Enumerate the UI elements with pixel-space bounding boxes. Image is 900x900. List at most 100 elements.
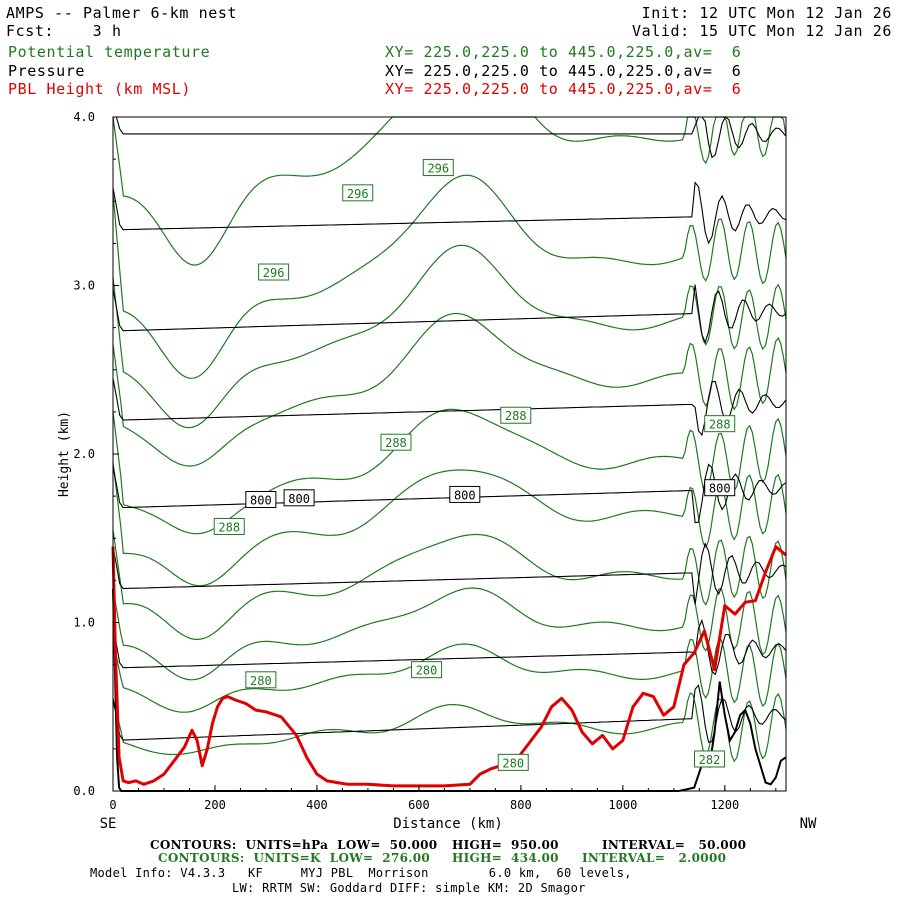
pressure-label: 800 xyxy=(704,479,736,497)
theta-label-box xyxy=(213,517,245,535)
axes: 0 200 400 600 800 1000 1200 0.0 1.0 2.0 3.0 4.0 xyxy=(73,110,787,812)
theta-contour-line xyxy=(112,462,787,587)
terrain-contour xyxy=(112,588,787,792)
theta-label: 288 xyxy=(500,406,532,424)
theta-label-box xyxy=(704,415,736,433)
pressure-label: 800 xyxy=(245,490,277,508)
theta-label-text: 282 xyxy=(699,753,721,767)
y-tick-label: 1.0 xyxy=(73,616,95,630)
theta-label-box xyxy=(245,671,277,689)
field-pbl-xy: XY= 225.0,225.0 to 445.0,225.0,av= 6 xyxy=(385,80,742,98)
theta-label: 280 xyxy=(411,661,443,679)
pressure-label-box xyxy=(449,485,481,503)
theta-label: 296 xyxy=(422,159,454,177)
pressure-contours-high: HIGH= 950.00 xyxy=(452,838,559,852)
plot-frame xyxy=(112,116,787,792)
pressure-contours-info: CONTOURS: UNITS=hPa LOW= 50.000 xyxy=(150,838,438,852)
pressure-contour-line xyxy=(112,284,787,345)
theta-label-box xyxy=(411,661,443,679)
theta-contour-line xyxy=(112,244,787,429)
field-theta-xy: XY= 225.0,225.0 to 445.0,225.0,av= 6 xyxy=(385,43,742,61)
theta-label: 288 xyxy=(380,433,412,451)
pressure-contour-line xyxy=(112,684,787,743)
theta-label-text: 296 xyxy=(347,187,369,201)
pressure-label-box xyxy=(245,490,277,508)
theta-label-text: 296 xyxy=(263,266,285,280)
theta-contour-line xyxy=(112,312,787,467)
theta-label-text: 280 xyxy=(250,674,272,688)
y-axis-label: Height (km) xyxy=(57,411,72,497)
y-tick-label: 0.0 xyxy=(73,784,95,798)
x-tick-label: 0 xyxy=(109,798,116,812)
theta-label-text: 280 xyxy=(416,664,438,678)
theta-label: 288 xyxy=(213,517,245,535)
section-end-left: SE xyxy=(100,816,117,832)
theta-contour-line xyxy=(112,529,787,640)
field-theta-name: Potential temperature xyxy=(8,43,211,61)
theta-label-box xyxy=(497,753,529,771)
x-tick-label: 200 xyxy=(204,798,226,812)
theta-label-text: 288 xyxy=(505,409,527,423)
x-tick-label: 600 xyxy=(408,798,430,812)
theta-contour-line xyxy=(112,408,787,535)
pressure-label-box xyxy=(283,489,315,507)
init-time: Init: 12 UTC Mon 12 Jan 26 xyxy=(641,4,892,22)
theta-label: 296 xyxy=(258,263,290,281)
pressure-contours xyxy=(112,116,787,743)
theta-label-box xyxy=(380,433,412,451)
x-tick-label: 800 xyxy=(510,798,532,812)
theta-label: 288 xyxy=(704,415,736,433)
y-tick-label: 2.0 xyxy=(73,447,95,461)
model-info-line2: LW: RRTM SW: Goddard DIFF: simple KM: 2D… xyxy=(232,881,586,895)
theta-contours-high: HIGH= 434.00 xyxy=(452,851,559,865)
theta-label-box xyxy=(694,750,726,768)
forecast-hour: Fcst: 3 h xyxy=(6,22,122,40)
theta-label: 280 xyxy=(497,753,529,771)
pressure-label: 800 xyxy=(449,485,481,503)
theta-contours-info: CONTOURS: UNITS=K LOW= 276.00 xyxy=(158,851,431,865)
theta-label-text: 296 xyxy=(427,162,449,176)
pressure-label-text: 800 xyxy=(454,488,476,502)
x-axis-label: Distance (km) xyxy=(393,816,503,832)
valid-time: Valid: 15 UTC Mon 12 Jan 26 xyxy=(631,22,892,40)
pressure-label: 800 xyxy=(283,489,315,507)
field-pressure-xy: XY= 225.0,225.0 to 445.0,225.0,av= 6 xyxy=(385,62,742,80)
theta-label-text: 280 xyxy=(502,756,524,770)
y-tick-label: 4.0 xyxy=(73,110,95,124)
theta-label: 282 xyxy=(694,750,726,768)
theta-contour-line xyxy=(112,638,787,713)
pressure-contour-line xyxy=(112,618,787,676)
theta-label-text: 288 xyxy=(385,436,407,450)
pressure-label-text: 800 xyxy=(250,493,272,507)
pressure-contours-interval: INTERVAL= 50.000 xyxy=(602,838,747,852)
pressure-label-box xyxy=(704,479,736,497)
pbl-height-path xyxy=(111,545,787,788)
field-pbl-name: PBL Height (km MSL) xyxy=(8,80,191,98)
pressure-label-text: 800 xyxy=(709,482,731,496)
theta-label: 296 xyxy=(342,184,374,202)
theta-label-box xyxy=(342,184,374,202)
pressure-contour-line xyxy=(112,542,787,605)
theta-label-text: 288 xyxy=(218,520,240,534)
theta-contour-line xyxy=(112,116,787,266)
section-end-right: NW xyxy=(800,816,817,832)
theta-contour-line xyxy=(112,692,787,763)
x-tick-label: 1000 xyxy=(608,798,637,812)
model-info-line1: Model Info: V4.3.3 KF MYJ PBL Morrison 6… xyxy=(90,866,632,880)
pressure-contour-line xyxy=(112,378,787,437)
theta-label-text: 288 xyxy=(709,418,731,432)
theta-label-box xyxy=(500,406,532,424)
pressure-contour-line xyxy=(112,181,787,245)
theta-contours xyxy=(112,116,787,763)
chart-title: AMPS -- Palmer 6-km nest xyxy=(6,4,238,22)
cross-section-chart: 296 296 296 288 288 288 288 280 280 280 282 800 800 8… xyxy=(57,110,817,832)
x-tick-label: 400 xyxy=(306,798,328,812)
x-tick-label: 1200 xyxy=(710,798,739,812)
pressure-label-text: 800 xyxy=(288,492,310,506)
pbl-height-line xyxy=(111,545,787,788)
field-pressure-name: Pressure xyxy=(8,62,86,80)
theta-label-box xyxy=(422,159,454,177)
theta-label: 280 xyxy=(245,671,277,689)
theta-contours-interval: INTERVAL= 2.0000 xyxy=(582,851,727,865)
theta-label-box xyxy=(258,263,290,281)
